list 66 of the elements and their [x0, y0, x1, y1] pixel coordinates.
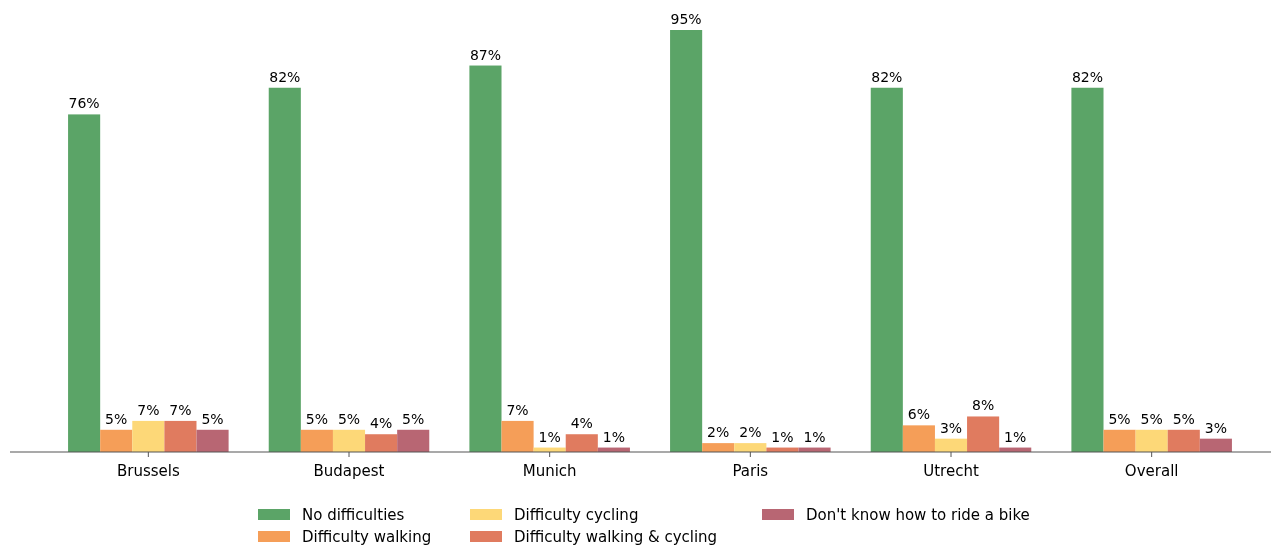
bar — [967, 416, 1000, 452]
data-label: 3% — [939, 419, 963, 436]
bar — [196, 429, 229, 452]
bar — [734, 443, 767, 452]
data-label: 1% — [538, 428, 561, 445]
legend-label: No difficulties — [302, 506, 405, 524]
x-tick-label: Munich — [522, 462, 577, 480]
data-label: 82% — [269, 68, 301, 85]
data-label: 5% — [1172, 410, 1195, 427]
bar — [1199, 438, 1232, 452]
bar — [501, 420, 534, 452]
legend-label: Difficulty cycling — [514, 506, 639, 524]
data-label: 6% — [907, 406, 930, 423]
bar — [565, 434, 598, 452]
x-tick-label: Brussels — [116, 462, 180, 480]
data-label: 2% — [739, 424, 762, 441]
bar — [132, 420, 165, 452]
x-tick-label: Utrecht — [923, 462, 979, 480]
data-label: 2% — [707, 424, 730, 441]
data-label: 1% — [803, 428, 826, 445]
bar — [670, 30, 703, 452]
data-label: 7% — [137, 401, 160, 418]
bar — [902, 425, 935, 452]
data-label: 1% — [602, 428, 625, 445]
bar — [164, 420, 197, 452]
bar — [68, 114, 101, 452]
data-label: 82% — [871, 68, 903, 85]
data-label: 5% — [305, 410, 328, 427]
data-label: 4% — [370, 415, 393, 432]
bar — [1071, 87, 1104, 452]
data-label: 76% — [68, 95, 100, 112]
bar — [300, 429, 333, 452]
data-label: 5% — [105, 410, 128, 427]
data-label: 1% — [1004, 428, 1027, 445]
data-label: 1% — [771, 428, 794, 445]
x-tick-label: Paris — [732, 462, 769, 480]
bar — [702, 443, 735, 452]
bar — [365, 434, 398, 452]
data-label: 3% — [1204, 419, 1227, 436]
data-label: 4% — [570, 415, 593, 432]
data-label: 5% — [337, 410, 361, 427]
data-label: 5% — [1140, 410, 1163, 427]
bar — [469, 65, 502, 452]
x-tick-label: Overall — [1124, 462, 1179, 480]
data-label: 7% — [506, 401, 529, 418]
data-label: 8% — [972, 397, 995, 414]
data-label: 5% — [402, 410, 425, 427]
bar — [1167, 429, 1200, 452]
bar — [397, 429, 430, 452]
data-label: 7% — [169, 401, 192, 418]
bar — [1103, 429, 1136, 452]
bar — [1135, 429, 1168, 452]
data-label: 82% — [1071, 68, 1104, 85]
bar — [870, 87, 903, 452]
bar — [268, 87, 301, 452]
data-label: 5% — [201, 410, 224, 427]
data-label: 95% — [670, 11, 702, 27]
data-label: 87% — [469, 46, 502, 63]
bar — [934, 438, 968, 452]
bar — [100, 429, 133, 452]
x-tick-label: Budapest — [313, 462, 385, 480]
legend-label: Difficulty walking & cycling — [514, 528, 718, 546]
legend-label: Don't know how to ride a bike — [806, 506, 1030, 524]
legend-label: Difficulty walking — [302, 528, 432, 546]
data-label: 5% — [1108, 410, 1131, 427]
bar — [332, 429, 366, 452]
